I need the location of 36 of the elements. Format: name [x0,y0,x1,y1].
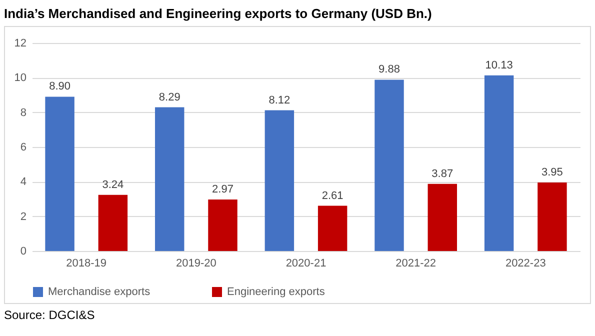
y-tick-label: 8 [20,106,26,119]
legend-label: Merchandise exports [48,286,151,298]
y-tick-label: 12 [14,38,26,50]
source-note: Source: DGCI&S [3,307,96,322]
bar [155,107,184,251]
bar [264,110,294,251]
y-tick-label: 0 [20,246,26,258]
y-tick-label: 10 [14,72,26,84]
data-label: 2.61 [322,190,344,202]
x-tick-label: 2021-22 [396,258,436,270]
data-label: 3.95 [542,166,563,179]
x-tick-label: 2020-21 [286,258,326,270]
bar [484,75,514,251]
data-label: 9.88 [378,64,400,76]
data-label: 2.97 [212,184,234,196]
y-tick-label: 6 [20,142,26,154]
data-label: 8.90 [49,80,70,93]
data-label: 3.24 [102,178,124,191]
bar [208,200,238,251]
bar [45,96,74,251]
chart-title: India’s Merchandised and Engineering exports to Germany (USD Bn.) [3,5,433,23]
x-tick-label: 2018-19 [66,258,107,270]
bar [428,184,457,251]
data-label: 8.29 [158,91,180,104]
bar [374,80,404,251]
y-tick-label: 2 [20,210,26,223]
data-label: 3.87 [432,168,454,180]
legend-label: Engineering exports [227,286,326,298]
bar [538,182,567,251]
data-label: 10.13 [485,59,513,72]
x-tick-label: 2022-23 [505,258,546,270]
x-tick-label: 2019-20 [176,258,216,270]
bar [98,194,128,251]
bar [318,206,348,251]
data-label: 8.12 [268,94,290,106]
y-tick-label: 4 [20,176,26,188]
